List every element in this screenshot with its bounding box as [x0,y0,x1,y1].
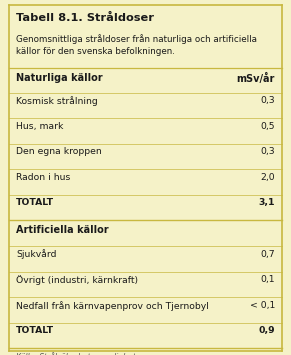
Text: Den egna kroppen: Den egna kroppen [16,147,102,156]
Text: Kosmisk strålning: Kosmisk strålning [16,96,98,106]
Text: 0,1: 0,1 [260,275,275,284]
Text: 2,0: 2,0 [260,173,275,182]
Text: Nedfall från kärnvapenprov och Tjernobyl: Nedfall från kärnvapenprov och Tjernobyl [16,301,209,311]
Text: 0,5: 0,5 [260,122,275,131]
Text: < 0,1: < 0,1 [250,301,275,310]
Text: Naturliga källor: Naturliga källor [16,73,103,83]
Text: 0,9: 0,9 [258,326,275,335]
Text: Källa: Strålsäkerhetsmyndigheten: Källa: Strålsäkerhetsmyndigheten [16,353,146,355]
Text: Hus, mark: Hus, mark [16,122,63,131]
Text: Tabell 8.1. Stråldoser: Tabell 8.1. Stråldoser [16,12,154,22]
Text: 3,1: 3,1 [258,198,275,207]
Text: 0,3: 0,3 [260,96,275,105]
Text: Övrigt (industri, kärnkraft): Övrigt (industri, kärnkraft) [16,275,138,285]
Text: Sjukvård: Sjukvård [16,250,56,260]
Text: 0,3: 0,3 [260,147,275,156]
Text: Artificiella källor: Artificiella källor [16,225,109,235]
Text: TOTALT: TOTALT [16,198,54,207]
Text: mSv/år: mSv/år [237,73,275,84]
Text: TOTALT: TOTALT [16,326,54,335]
Text: 0,7: 0,7 [260,250,275,258]
Text: Genomsnittliga stråldoser från naturliga och artificiella
källor för den svenska: Genomsnittliga stråldoser från naturliga… [16,34,257,56]
Text: Radon i hus: Radon i hus [16,173,70,182]
